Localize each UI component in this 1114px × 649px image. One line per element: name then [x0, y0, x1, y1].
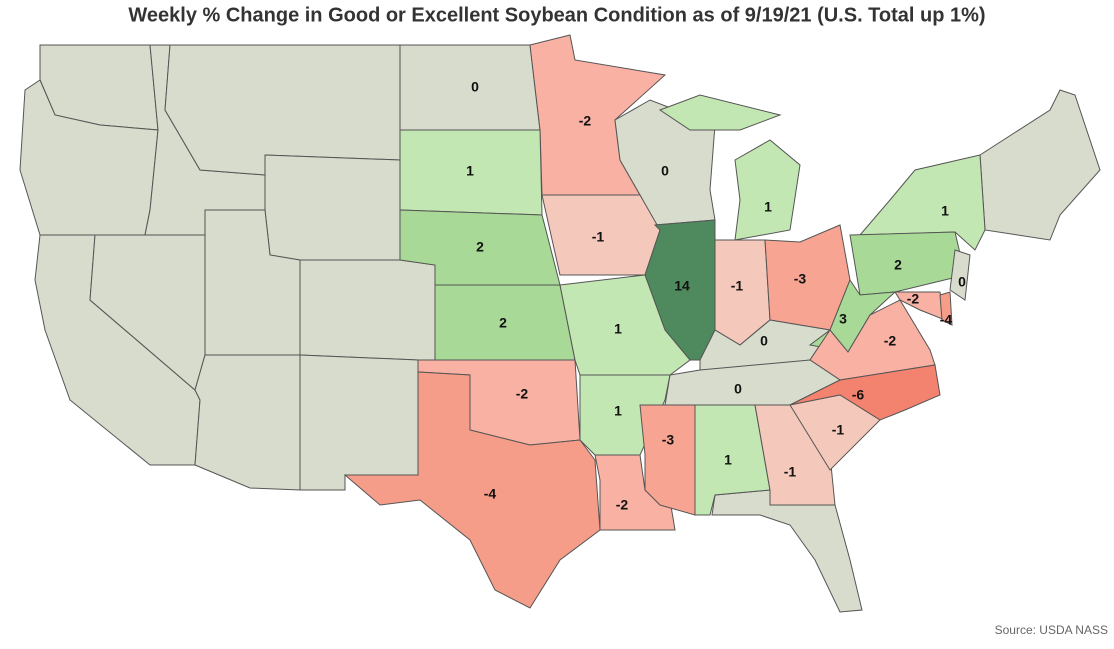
state [949, 249, 971, 301]
state-value-label: -3 [662, 432, 675, 448]
state-value-label: -4 [940, 312, 953, 328]
state-value-label: 1 [614, 403, 622, 419]
state-value-label: 2 [894, 257, 902, 273]
state-value-label: -2 [579, 113, 592, 129]
state-value-label: -4 [484, 486, 497, 502]
state [559, 274, 691, 376]
state-value-label: 0 [471, 79, 479, 95]
state-value-label: 2 [499, 315, 507, 331]
state [894, 291, 946, 321]
state [789, 394, 881, 471]
state [979, 89, 1101, 241]
state-value-label: 3 [839, 311, 847, 327]
state-value-label: 0 [958, 274, 966, 290]
state [711, 489, 863, 613]
source-note: Source: USDA NASS [995, 623, 1108, 637]
state-value-label: -1 [832, 422, 845, 438]
state-value-label: -2 [884, 333, 897, 349]
state-value-label: -1 [592, 229, 605, 245]
state [849, 231, 966, 296]
state-value-label: 1 [764, 199, 772, 215]
state-value-label: -2 [616, 497, 629, 513]
state-value-label: -6 [852, 387, 865, 403]
state-value-label: 0 [661, 163, 669, 179]
state [264, 154, 401, 261]
state-value-label: 0 [734, 381, 742, 397]
state [734, 139, 801, 241]
state-value-label: -3 [794, 271, 807, 287]
state [858, 154, 986, 251]
state-value-label: 0 [760, 333, 768, 349]
state-value-label: -2 [516, 386, 529, 402]
unlabeled-states [19, 44, 1101, 613]
state [194, 354, 301, 491]
state-value-label: 2 [476, 239, 484, 255]
state [343, 371, 601, 609]
state-value-label: -1 [784, 464, 797, 480]
state [939, 291, 953, 326]
state-value-label: -2 [907, 291, 920, 307]
state [658, 94, 782, 131]
state-value-label: 1 [941, 203, 949, 219]
state [594, 454, 676, 531]
state [299, 259, 436, 361]
state-value-label: -1 [731, 278, 744, 294]
state-value-label: 1 [466, 163, 474, 179]
state [399, 44, 541, 131]
state-value-label: 14 [674, 278, 690, 294]
map-title: Weekly % Change in Good or Excellent Soy… [128, 4, 985, 26]
state-value-label: 1 [724, 452, 732, 468]
state [299, 354, 419, 491]
state-value-label: 1 [614, 321, 622, 337]
